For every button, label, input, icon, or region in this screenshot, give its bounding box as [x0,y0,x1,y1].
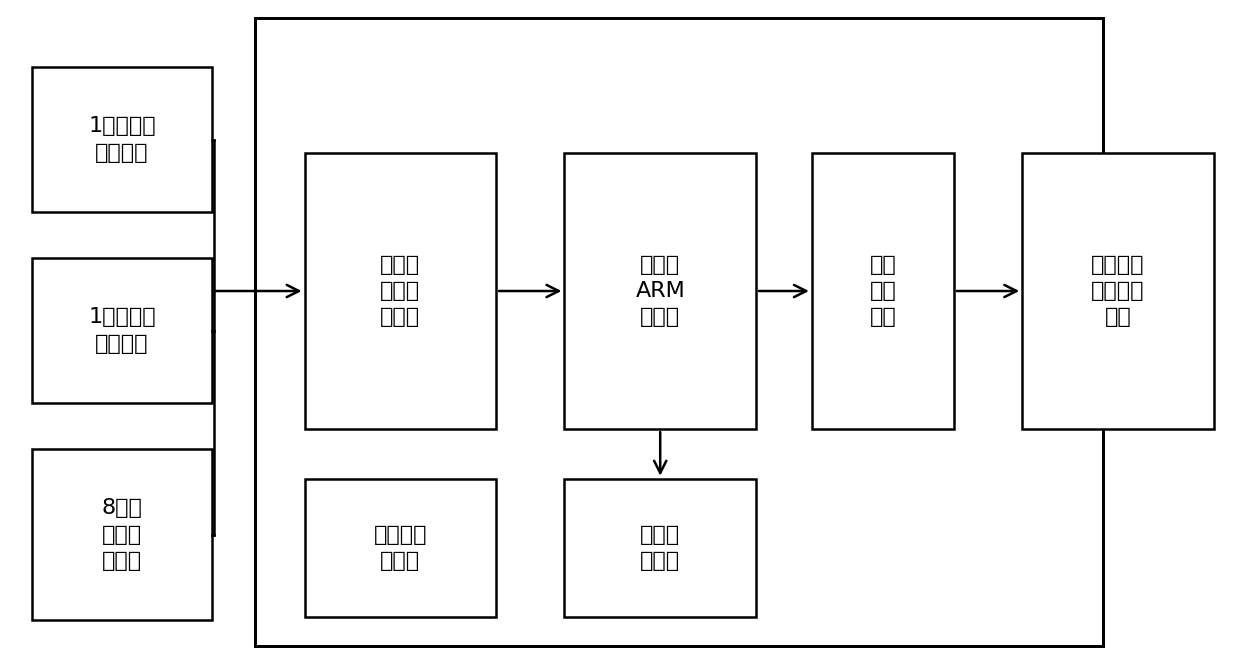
Text: 8通道
脑电采
集电极: 8通道 脑电采 集电极 [102,498,143,571]
Text: 高精度
采集转
换模块: 高精度 采集转 换模块 [381,254,420,327]
Text: 数据存
储模块: 数据存 储模块 [640,525,681,571]
Bar [32,449,212,620]
Bar [564,479,756,617]
Text: 锂电池电
源管理: 锂电池电 源管理 [373,525,427,571]
Bar [305,479,496,617]
Text: 数据
传输
模块: 数据 传输 模块 [869,254,897,327]
Text: 实时数据
显示分析
软件: 实时数据 显示分析 软件 [1091,254,1145,327]
Bar [305,153,496,429]
Text: 1通道心电
采集电极: 1通道心电 采集电极 [88,307,156,354]
Bar [32,67,212,212]
Bar [812,153,954,429]
Text: 低功耗
ARM
处理器: 低功耗 ARM 处理器 [635,254,684,327]
Bar [1022,153,1214,429]
Bar [564,153,756,429]
Bar [255,18,1102,646]
Text: 1通道呼吸
采集电极: 1通道呼吸 采集电极 [88,116,156,163]
Bar [32,258,212,403]
